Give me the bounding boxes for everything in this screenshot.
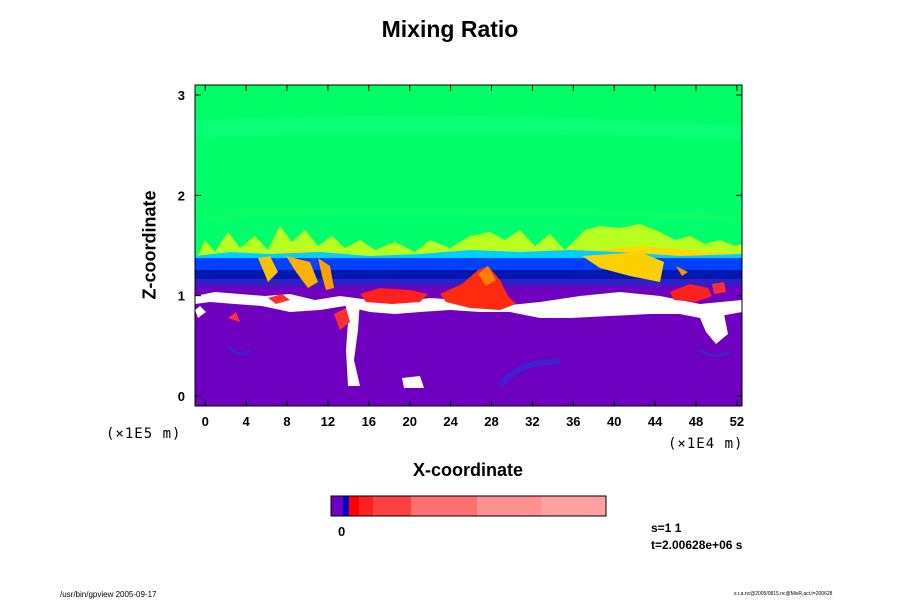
y-tick-label: 3 <box>178 88 185 103</box>
x-tick-label: 8 <box>283 414 290 429</box>
x-tick-label: 48 <box>689 414 703 429</box>
blue-trace <box>497 358 561 388</box>
x-tick-label: 52 <box>730 414 744 429</box>
colorbar-tick-label: 0 <box>338 524 346 539</box>
blue-trace <box>226 344 252 356</box>
x-tick-label: 40 <box>607 414 621 429</box>
white-patch <box>402 376 424 388</box>
red-patch <box>670 284 712 302</box>
x-tick-label: 12 <box>321 414 335 429</box>
x-tick-label: 16 <box>362 414 376 429</box>
colorbar-segment <box>477 496 541 516</box>
plot-frame <box>194 84 743 407</box>
colorbar-segment <box>411 496 477 516</box>
colorbar <box>331 496 606 516</box>
dark-blue-band <box>195 270 742 279</box>
plume <box>318 258 334 290</box>
plume <box>258 256 278 282</box>
colorbar-segment <box>373 496 411 516</box>
y-axis-label: Z-coordinate <box>139 190 160 300</box>
footer-left: /usr/bin/gpview 2005-09-17 <box>60 590 157 599</box>
x-tick-label: 20 <box>402 414 416 429</box>
chart-title: Mixing Ratio <box>381 16 519 42</box>
blue-trace <box>699 348 731 357</box>
x-tick-label: 4 <box>243 414 251 429</box>
red-patch <box>360 288 428 304</box>
white-patch <box>700 314 728 344</box>
y-tick-label: 2 <box>178 188 185 203</box>
plume <box>286 256 318 288</box>
red-patch-peak <box>440 266 516 310</box>
white-patch <box>195 306 206 318</box>
colorbar-segment <box>343 496 349 516</box>
upper-streak <box>195 116 742 140</box>
x-axis-label: X-coordinate <box>412 460 523 480</box>
heatmap-field <box>195 85 742 406</box>
x-unit-label: (×1E4 m) <box>668 436 744 452</box>
colorbar-segment <box>349 496 359 516</box>
y-axis-ticks: 0 1 2 3 <box>178 88 742 404</box>
x-tick-label: 44 <box>648 414 663 429</box>
time-label: t=2.00628e+06 s <box>651 538 743 552</box>
plume <box>676 266 688 276</box>
x-tick-label: 32 <box>525 414 539 429</box>
y-tick-label: 0 <box>178 389 185 404</box>
colorbar-segment <box>331 496 343 516</box>
step-label: s=1 1 <box>651 521 682 535</box>
colorbar-frame <box>330 495 607 517</box>
plume <box>582 252 664 282</box>
colorbar-segment <box>541 496 606 516</box>
footer-right: s.r.a.nc@2005/0815.nc@MixR,act,t=200628 <box>734 591 833 597</box>
mid-streak <box>195 206 742 222</box>
x-tick-label: 0 <box>202 414 209 429</box>
x-tick-label: 36 <box>566 414 580 429</box>
info-block: s=1 1 t=2.00628e+06 s <box>651 520 742 554</box>
y-unit-label: (×1E5 m) <box>106 426 182 442</box>
red-patch <box>334 308 350 330</box>
x-axis-ticks: 0 4 8 12 16 20 24 28 32 36 40 44 48 52 <box>202 85 744 429</box>
x-tick-label: 28 <box>484 414 498 429</box>
y-tick-label: 1 <box>178 289 185 304</box>
x-tick-label: 24 <box>443 414 458 429</box>
red-patch <box>268 294 290 304</box>
colorbar-segment <box>359 496 373 516</box>
orange-crest <box>478 266 496 286</box>
red-patch <box>228 312 240 322</box>
red-patch <box>712 282 726 294</box>
